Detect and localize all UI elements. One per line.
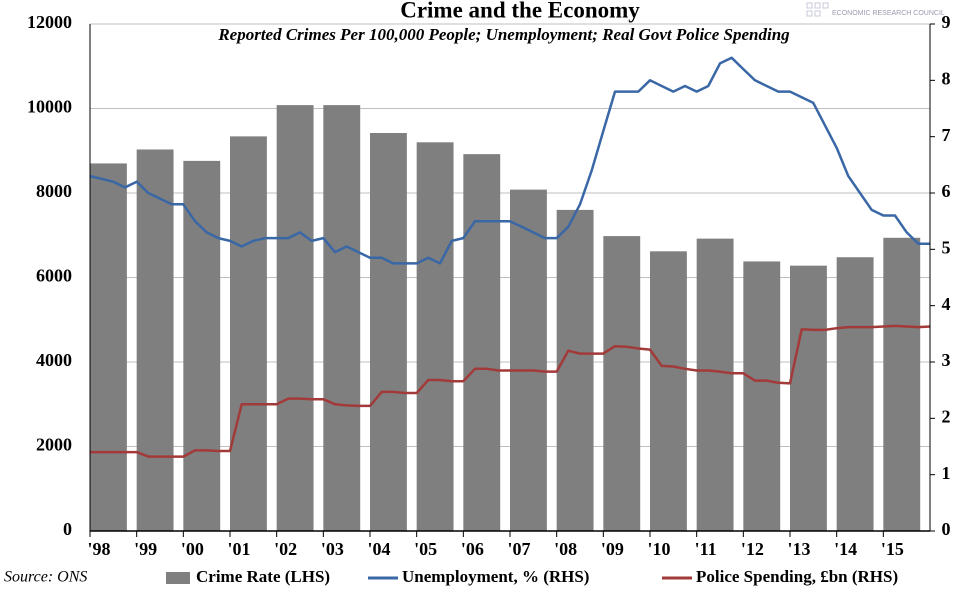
y2-tick-label: 8 — [942, 68, 951, 88]
x-tick-label: '10 — [647, 539, 670, 559]
bar — [370, 133, 407, 531]
bar — [136, 149, 174, 532]
x-tick-label: '01 — [227, 539, 250, 559]
y2-tick-label: 6 — [942, 181, 951, 201]
y2-tick-label: 1 — [942, 463, 951, 483]
y2-tick-label: 3 — [942, 350, 951, 370]
bar — [276, 105, 314, 532]
y-tick-label: 12000 — [27, 12, 72, 32]
bar — [230, 136, 267, 531]
x-tick-label: '99 — [134, 539, 157, 559]
y-tick-label: 10000 — [27, 97, 72, 117]
y-tick-label: 8000 — [36, 181, 72, 201]
x-tick-label: '09 — [601, 539, 624, 559]
bar — [883, 237, 921, 531]
bar — [510, 189, 547, 531]
x-tick-label: '15 — [881, 539, 904, 559]
x-tick-label: '05 — [414, 539, 437, 559]
x-tick-label: '14 — [834, 539, 857, 559]
axes: 0 2000 4000 6000 8000 10000 12000 0 1 2 3 4 5 6 7 8 9 '98… — [27, 12, 951, 559]
bars — [90, 105, 921, 532]
x-tick-label: '06 — [461, 539, 484, 559]
watermark: ECONOMIC RESEARCH COUNCIL — [832, 10, 945, 17]
bar — [183, 160, 221, 531]
source-note: Source: ONS — [4, 569, 87, 586]
bar — [323, 105, 361, 532]
x-tick-label: '00 — [181, 539, 204, 559]
bar — [603, 236, 641, 531]
x-tick-label: '04 — [367, 539, 390, 559]
bar — [463, 154, 501, 531]
y2-tick-label: 4 — [942, 294, 951, 314]
y-tick-label: 6000 — [36, 266, 72, 286]
x-tick-label: '07 — [507, 539, 530, 559]
bar — [836, 257, 874, 531]
bar — [650, 251, 687, 531]
bar — [416, 142, 454, 532]
y2-tick-label: 9 — [942, 12, 951, 32]
legend: Crime Rate (LHS) Unemployment, % (RHS) Pol… — [166, 567, 898, 586]
y2-tick-label: 2 — [942, 406, 951, 426]
bar — [743, 261, 781, 531]
y-tick-label: 0 — [63, 519, 72, 539]
y2-tick-label: 5 — [942, 237, 951, 257]
bar — [790, 265, 827, 531]
bar — [90, 163, 127, 532]
legend-label: Police Spending, £bn (RHS) — [696, 567, 898, 586]
x-tick-label: '02 — [274, 539, 297, 559]
lines — [89, 56, 931, 458]
chart-title: Crime and the Economy — [400, 0, 640, 22]
line-series — [90, 324, 931, 458]
y-tick-label: 4000 — [36, 350, 72, 370]
legend-label: Unemployment, % (RHS) — [402, 567, 589, 586]
chart-subtitle: Reported Crimes Per 100,000 People; Unem… — [217, 25, 790, 44]
x-tick-label: '08 — [554, 539, 577, 559]
y2-tick-label: 0 — [942, 519, 951, 539]
x-tick-label: '13 — [787, 539, 810, 559]
line-series — [89, 56, 930, 265]
legend-swatch — [166, 572, 190, 584]
x-tick-label: '03 — [321, 539, 344, 559]
x-tick-label: '11 — [695, 539, 717, 559]
x-tick-label: '98 — [87, 539, 110, 559]
legend-label: Crime Rate (LHS) — [196, 567, 330, 586]
bar — [556, 209, 594, 531]
watermark-logo — [806, 2, 829, 17]
y-tick-label: 2000 — [36, 435, 72, 455]
y2-tick-label: 7 — [942, 125, 951, 145]
x-tick-label: '12 — [741, 539, 764, 559]
bar — [696, 238, 734, 531]
